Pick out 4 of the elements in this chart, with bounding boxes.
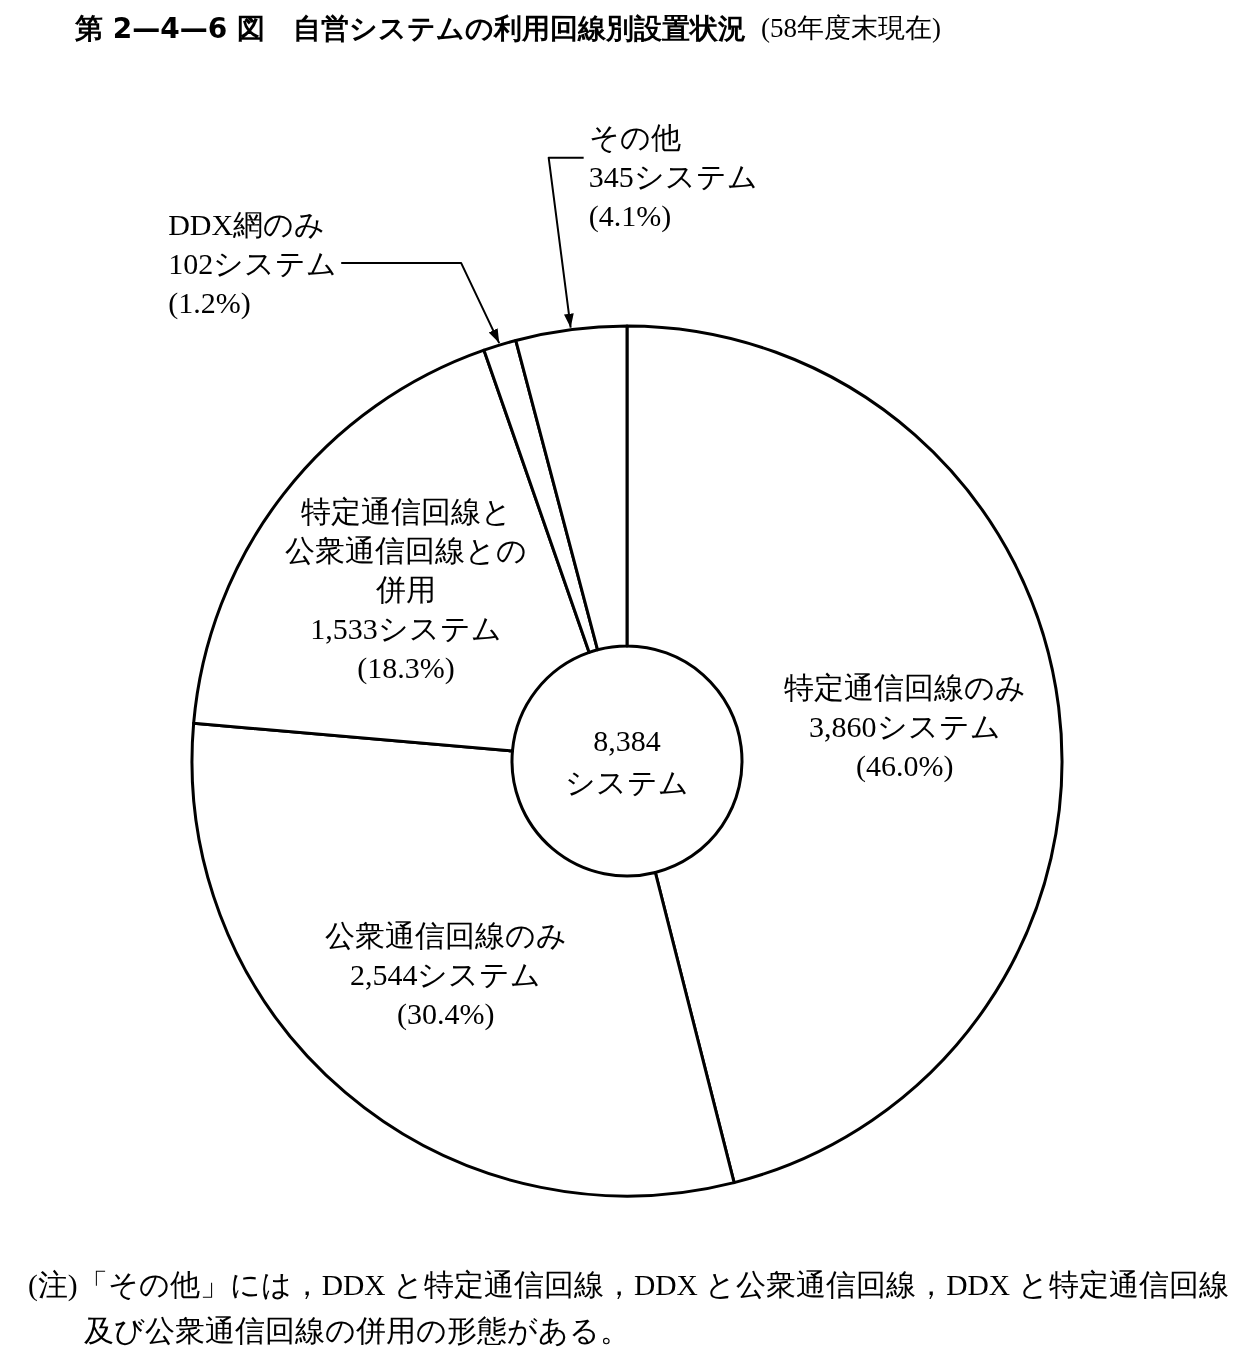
- title: 第 2—4—6 図 自営システムの利用回線別設置状況: [75, 11, 746, 45]
- annotation: 8,384 システム: [565, 723, 689, 799]
- subtitle: (58年度末現在): [760, 13, 941, 43]
- annotation: (注)「その他」には，DDX と特定通信回線，DDX と公衆通信回線，DDX と特定通信回線及び公衆通信回線の併用の形態がある。: [28, 1268, 1230, 1349]
